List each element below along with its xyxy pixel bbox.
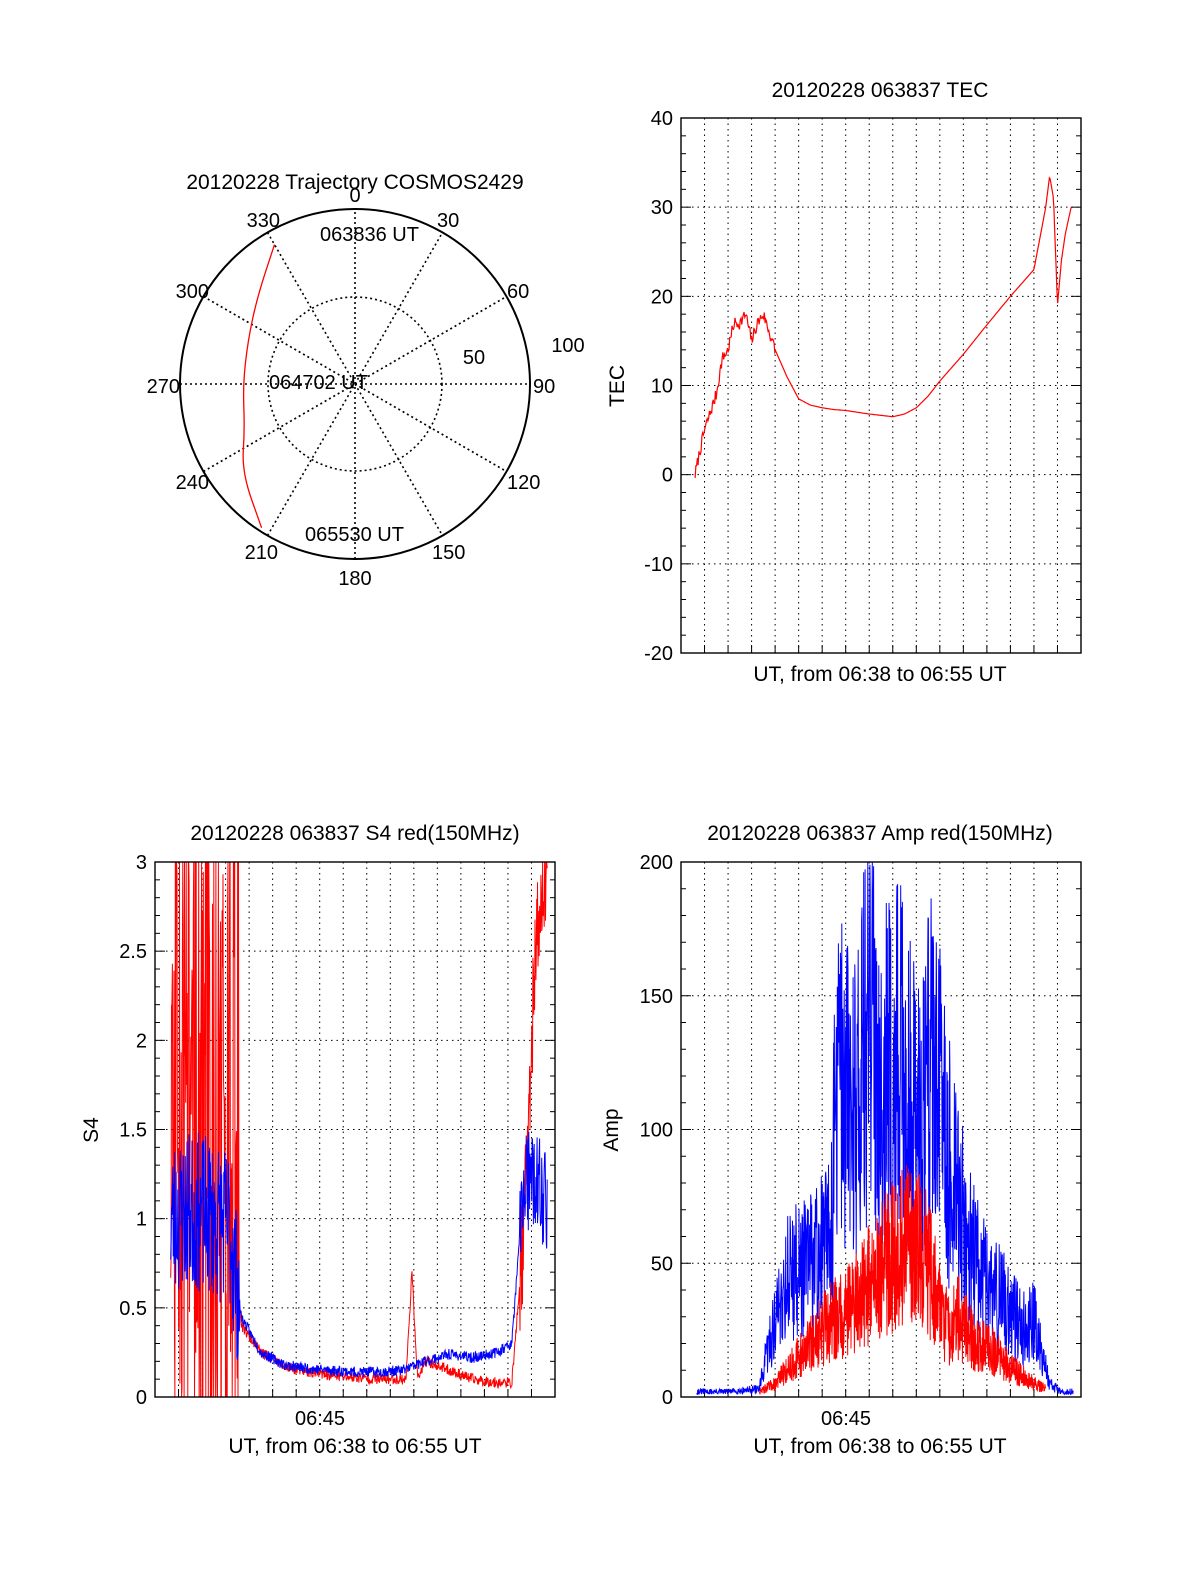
polar-azimuth-label-210: 210 bbox=[245, 542, 278, 564]
polar-azimuth-label-330: 330 bbox=[247, 210, 280, 232]
polar-azimuth-label-240: 240 bbox=[176, 472, 209, 494]
s4-plot-frame bbox=[154, 861, 556, 1398]
tec-y-tick-label: 20 bbox=[651, 286, 673, 308]
s4-y-tick-label: 2.5 bbox=[119, 941, 147, 963]
polar-azimuth-label-30: 30 bbox=[437, 210, 459, 232]
amp-plot-frame bbox=[680, 861, 1082, 1398]
amp-y-tick-labels: 0 50 100 150 200 bbox=[640, 852, 673, 1409]
polar-trajectory-panel: 20120228 Trajectory COSMOS2429 0 30 60 90 12… bbox=[147, 171, 585, 590]
amp-series bbox=[696, 861, 1074, 1396]
s4-x-axis-label: UT, from 06:38 to 06:55 UT bbox=[228, 1435, 481, 1458]
s4-panel: 20120228 063837 S4 red(150MHz) 0 0.5 1 1.5 2… bbox=[80, 822, 556, 1458]
tec-y-tick-label: -20 bbox=[644, 643, 673, 665]
amp-panel: 20120228 063837 Amp red(150MHz) 0 50 100 15… bbox=[600, 822, 1082, 1458]
polar-azimuth-label-0: 0 bbox=[349, 185, 360, 207]
tec-minor-ticks bbox=[681, 135, 1081, 653]
polar-azimuth-label-90: 90 bbox=[533, 376, 555, 398]
amp-y-tick-label: 0 bbox=[662, 1387, 673, 1409]
tec-series bbox=[694, 176, 1072, 478]
tec-y-tick-label: 0 bbox=[662, 465, 673, 487]
tec-series-line-red bbox=[694, 176, 1072, 478]
s4-y-tick-label: 0.5 bbox=[119, 1298, 147, 1320]
s4-y-tick-label: 0 bbox=[136, 1387, 147, 1409]
polar-azimuth-label-300: 300 bbox=[176, 281, 209, 303]
tec-y-axis-label: TEC bbox=[606, 365, 629, 407]
polar-azimuth-label-60: 60 bbox=[507, 281, 529, 303]
s4-y-tick-labels: 0 0.5 1 1.5 2 2.5 3 bbox=[119, 852, 147, 1409]
s4-y-tick-label: 1.5 bbox=[119, 1120, 147, 1142]
tec-grid bbox=[681, 118, 1081, 653]
polar-azimuth-label-180: 180 bbox=[338, 568, 371, 590]
polar-title: 20120228 Trajectory COSMOS2429 bbox=[186, 171, 523, 194]
amp-x-axis-label: UT, from 06:38 to 06:55 UT bbox=[753, 1435, 1006, 1458]
tec-title: 20120228 063837 TEC bbox=[772, 79, 989, 102]
polar-azimuth-label-150: 150 bbox=[432, 542, 465, 564]
s4-y-tick-label: 1 bbox=[136, 1209, 147, 1231]
amp-series-line-red bbox=[758, 1165, 1047, 1395]
s4-x-tick-label: 06:45 bbox=[295, 1408, 345, 1430]
polar-time-label-start: 063836 UT bbox=[320, 224, 419, 246]
s4-series-line-blue bbox=[170, 1131, 548, 1379]
amp-y-axis-label: Amp bbox=[600, 1108, 623, 1151]
amp-y-tick-label: 150 bbox=[640, 986, 673, 1008]
polar-radial-label-50: 50 bbox=[463, 347, 485, 369]
polar-radial-label-100: 100 bbox=[551, 335, 584, 357]
polar-spoke-150 bbox=[266, 232, 444, 536]
amp-y-tick-label: 200 bbox=[640, 852, 673, 874]
tec-y-tick-label: 10 bbox=[651, 376, 673, 398]
tec-y-tick-label: 30 bbox=[651, 197, 673, 219]
s4-y-tick-label: 2 bbox=[136, 1030, 147, 1052]
polar-azimuth-labels: 0 30 60 90 120 150 180 210 240 270 300 330 bbox=[147, 185, 556, 590]
amp-series-line-blue bbox=[696, 861, 1074, 1396]
s4-y-tick-label: 3 bbox=[136, 852, 147, 874]
amp-y-tick-label: 100 bbox=[640, 1120, 673, 1142]
polar-spokes bbox=[180, 209, 530, 559]
tec-x-axis-label: UT, from 06:38 to 06:55 UT bbox=[753, 663, 1006, 686]
amp-title: 20120228 063837 Amp red(150MHz) bbox=[707, 822, 1053, 845]
tec-plot-frame bbox=[680, 117, 1082, 654]
tec-y-tick-label: 40 bbox=[651, 108, 673, 130]
s4-y-axis-label: S4 bbox=[80, 1117, 103, 1143]
amp-x-tick-label: 06:45 bbox=[821, 1408, 871, 1430]
s4-minor-ticks bbox=[155, 879, 555, 1397]
polar-azimuth-label-120: 120 bbox=[507, 472, 540, 494]
polar-azimuth-label-270: 270 bbox=[147, 376, 180, 398]
polar-time-label-end: 065530 UT bbox=[305, 524, 404, 546]
tec-y-tick-labels: -20 -10 0 10 20 30 40 bbox=[644, 108, 673, 665]
s4-title: 20120228 063837 S4 red(150MHz) bbox=[190, 822, 519, 845]
tec-y-tick-label: -10 bbox=[644, 554, 673, 576]
polar-satellite-track bbox=[242, 244, 276, 529]
polar-time-label-mid: 064702 UT bbox=[269, 372, 368, 394]
amp-y-tick-label: 50 bbox=[651, 1253, 673, 1275]
